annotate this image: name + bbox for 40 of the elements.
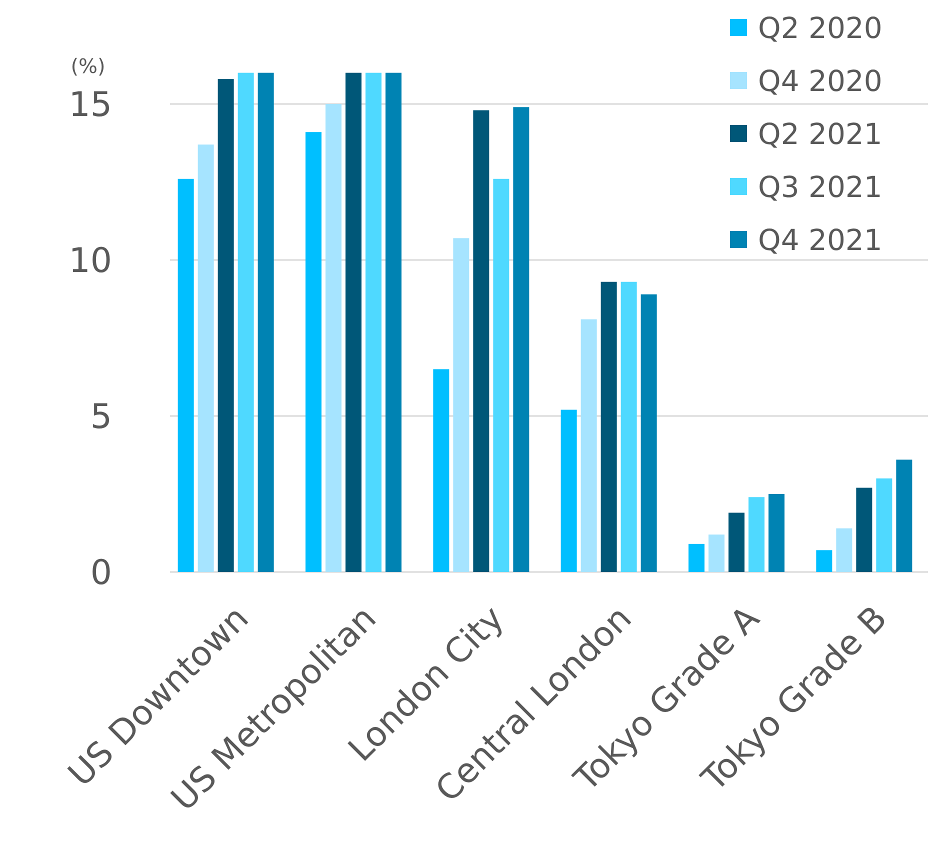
bar	[433, 369, 450, 572]
bar	[640, 294, 657, 572]
bar	[258, 72, 274, 572]
y-tick-label: 5	[90, 396, 112, 437]
bar	[688, 544, 704, 572]
bar	[728, 512, 744, 572]
bar	[600, 282, 617, 572]
bar	[748, 497, 764, 572]
bar	[856, 488, 872, 572]
bar	[876, 478, 892, 572]
y-tick-label: 0	[90, 552, 112, 593]
bar	[238, 72, 254, 572]
y-axis-title: (%)	[70, 54, 106, 78]
legend-label: Q4 2021	[758, 223, 882, 258]
bar	[366, 72, 382, 572]
bar	[836, 528, 852, 572]
bar	[620, 282, 637, 572]
bar	[580, 319, 597, 572]
legend-label: Q3 2021	[758, 170, 882, 204]
bar	[346, 72, 362, 572]
bar	[708, 534, 724, 572]
bar	[198, 144, 214, 572]
bar	[768, 494, 784, 572]
legend-label: Q2 2021	[758, 117, 882, 152]
legend-label: Q2 2020	[758, 11, 882, 46]
bar	[493, 178, 510, 572]
bar	[306, 132, 322, 572]
bar	[218, 79, 234, 572]
bar	[560, 410, 577, 572]
bar	[178, 178, 194, 572]
bar	[326, 104, 342, 572]
bar	[453, 238, 470, 572]
y-tick-label: 15	[68, 84, 112, 125]
bar	[513, 107, 530, 572]
bar	[896, 460, 912, 572]
bar	[386, 72, 402, 572]
legend-label: Q4 2020	[758, 64, 882, 98]
bar	[473, 110, 490, 572]
bar	[816, 550, 832, 572]
y-tick-label: 10	[68, 240, 112, 281]
